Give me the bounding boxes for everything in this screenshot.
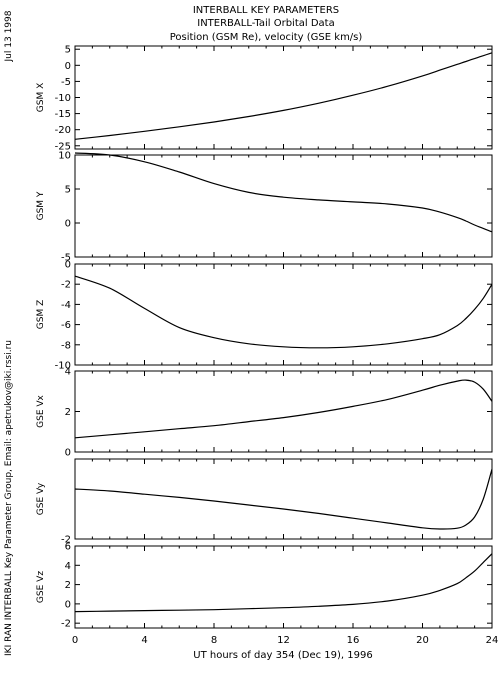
y-tick-label: 4 bbox=[65, 367, 71, 378]
series-line-6 bbox=[74, 553, 493, 613]
y-tick-label: 0 bbox=[65, 448, 71, 459]
y-tick-label: -2 bbox=[61, 280, 71, 291]
y-tick-label: -5 bbox=[61, 253, 71, 264]
y-tick-label: -20 bbox=[55, 125, 71, 136]
y-tick-label: 10 bbox=[58, 151, 71, 162]
y-tick-label: -8 bbox=[61, 340, 71, 351]
y-axis-label: GSE Vz bbox=[36, 571, 46, 603]
panel-frame bbox=[74, 45, 493, 150]
y-tick-label: -2 bbox=[61, 619, 71, 630]
panel-2: 10 5 0 -5 GSM Y bbox=[36, 151, 493, 264]
panel-3: 0 -2 -4 -6 -8 -10 GSM Z bbox=[36, 260, 493, 372]
y-tick-label: -25 bbox=[55, 141, 71, 152]
chart-title-line-1: INTERBALL KEY PARAMETERS bbox=[193, 5, 339, 16]
panel-frame bbox=[74, 154, 493, 258]
panel-frame bbox=[74, 458, 493, 540]
chart-title-line-2: INTERBALL-Tail Orbital Data bbox=[197, 18, 334, 29]
x-tick-label: 4 bbox=[141, 635, 147, 646]
series-line-3 bbox=[74, 275, 493, 349]
chart-title-line-3: Position (GSM Re), velocity (GSE km/s) bbox=[170, 32, 363, 43]
y-tick-label: 0 bbox=[65, 219, 71, 230]
y-axis-label: GSM X bbox=[36, 83, 46, 112]
panel-frame bbox=[74, 370, 493, 453]
series-line-1 bbox=[74, 52, 493, 140]
y-tick-label: 4 bbox=[65, 561, 71, 572]
y-tick-label: 0 bbox=[65, 260, 71, 271]
y-tick-label: -10 bbox=[55, 93, 71, 104]
x-tick-label: 24 bbox=[486, 635, 499, 646]
y-tick-label: 5 bbox=[65, 45, 71, 56]
y-axis-label: GSM Z bbox=[36, 300, 46, 329]
y-tick-label: -4 bbox=[61, 300, 71, 311]
y-tick-label: -15 bbox=[55, 109, 71, 120]
x-tick-label: 12 bbox=[277, 635, 290, 646]
panel-5: -2 GSE Vy bbox=[36, 458, 493, 546]
y-tick-label: 5 bbox=[65, 185, 71, 196]
y-tick-label: 0 bbox=[65, 61, 71, 72]
x-axis: 0 4 8 12 16 20 24 bbox=[72, 635, 499, 646]
y-tick-label: -2 bbox=[61, 535, 71, 546]
series-line-5 bbox=[74, 468, 493, 530]
y-tick-label: -10 bbox=[55, 361, 71, 372]
y-axis-label: GSM Y bbox=[36, 191, 46, 220]
panel-4: 4 2 0 GSE Vx bbox=[36, 367, 493, 459]
x-tick-label: 16 bbox=[347, 635, 360, 646]
series-line-4 bbox=[74, 379, 493, 439]
panel-6: 6 4 2 0 -2 GSE Vz bbox=[36, 542, 493, 630]
y-tick-label: -5 bbox=[61, 77, 71, 88]
y-axis-label: GSE Vy bbox=[36, 482, 46, 515]
panel-1: 5 0 -5 -10 -15 -20 -25 GSM X bbox=[36, 45, 493, 152]
series-line-2 bbox=[74, 152, 493, 233]
panel-frame bbox=[74, 545, 493, 629]
x-tick-label: 8 bbox=[211, 635, 217, 646]
x-tick-label: 20 bbox=[416, 635, 429, 646]
y-tick-label: 0 bbox=[65, 599, 71, 610]
x-axis-label: UT hours of day 354 (Dec 19), 1996 bbox=[193, 650, 372, 661]
y-axis-label: GSE Vx bbox=[36, 394, 46, 427]
y-tick-label: -6 bbox=[61, 320, 71, 331]
credit-line: IKI RAN INTERBALL Key Parameter Group, E… bbox=[4, 340, 14, 656]
panel-frame bbox=[74, 263, 493, 366]
x-tick-label: 0 bbox=[72, 635, 78, 646]
date-stamp: Jul 13 1998 bbox=[4, 10, 14, 62]
y-tick-label: 6 bbox=[65, 542, 71, 553]
y-tick-label: 2 bbox=[65, 580, 71, 591]
y-tick-label: 2 bbox=[65, 407, 71, 418]
